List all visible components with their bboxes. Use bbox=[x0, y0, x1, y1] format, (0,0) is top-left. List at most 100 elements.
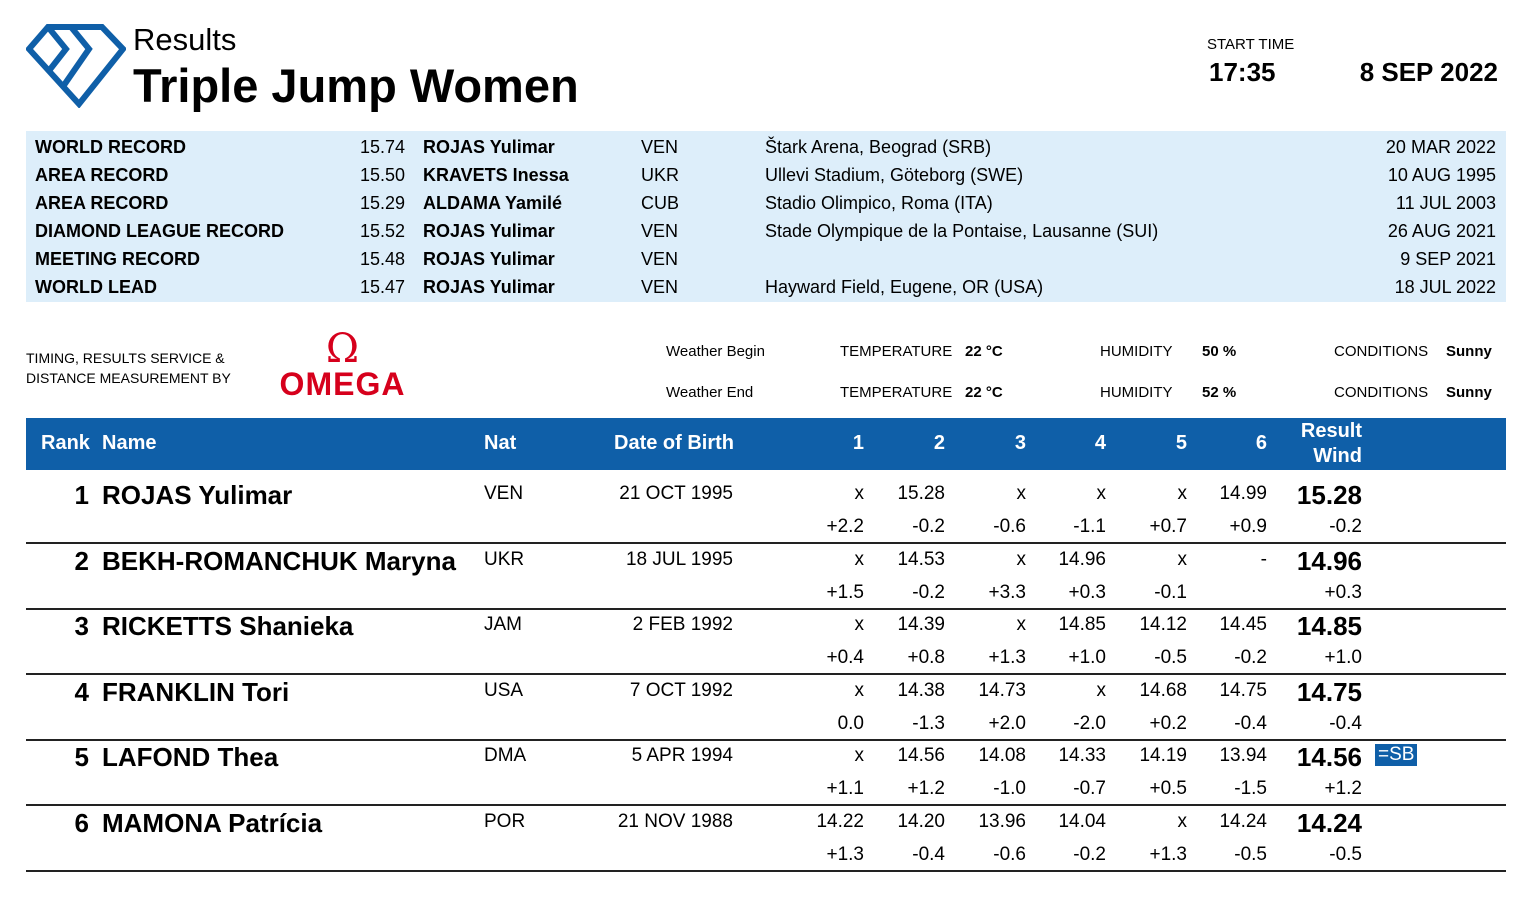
record-venue: Stade Olympique de la Pontaise, Lausanne… bbox=[765, 221, 1159, 241]
record-venue: Hayward Field, Eugene, OR (USA) bbox=[765, 277, 1044, 297]
attempt-mark: 15.28 bbox=[897, 483, 945, 504]
attempt-wind: +0.8 bbox=[907, 647, 945, 669]
weather-cond-label: CONDITIONS bbox=[1334, 384, 1429, 401]
rank: 6 bbox=[74, 808, 89, 838]
attempt-mark: x bbox=[854, 548, 865, 570]
weather-hum-label: HUMIDITY bbox=[1100, 343, 1173, 360]
record-mark: 15.29 bbox=[359, 193, 405, 213]
record-athlete: ROJAS Yulimar bbox=[423, 249, 555, 269]
result-row: 5 LAFOND Thea DMA 5 APR 1994 x 14.56 14.08 14.3… bbox=[26, 740, 1506, 807]
attempt-mark: 14.45 bbox=[1219, 614, 1267, 636]
results-header: Rank Name Nat Date of Birth 1 2 3 4 5 6 … bbox=[26, 418, 1506, 470]
weather-hum: 52 % bbox=[1202, 384, 1237, 401]
record-nat: VEN bbox=[641, 137, 679, 157]
attempt-wind: +1.3 bbox=[826, 844, 864, 865]
weather-hum-label: HUMIDITY bbox=[1100, 384, 1173, 401]
start-time: 17:35 bbox=[1209, 57, 1276, 87]
record-type: WORLD RECORD bbox=[35, 137, 186, 157]
record-athlete: KRAVETS Inessa bbox=[423, 165, 569, 185]
record-row: WORLD LEAD 15.47 ROJAS Yulimar VEN Hayward F… bbox=[26, 273, 1506, 301]
record-type: WORLD LEAD bbox=[35, 277, 157, 297]
attempt-wind: +1.3 bbox=[1149, 844, 1187, 865]
col-attempt-4: 4 bbox=[1094, 432, 1106, 454]
attempt-mark: x bbox=[854, 483, 865, 504]
attempt-wind: -0.6 bbox=[993, 516, 1026, 537]
attempt-wind: +3.3 bbox=[988, 581, 1026, 603]
attempt-mark: 14.08 bbox=[978, 745, 1026, 767]
attempt-wind: +1.5 bbox=[826, 581, 864, 603]
timing-line1: TIMING, RESULTS SERVICE & bbox=[26, 350, 225, 366]
record-date: 26 AUG 2021 bbox=[1387, 221, 1496, 241]
attempt-wind: -0.4 bbox=[1234, 712, 1267, 734]
result-row: 3 RICKETTS Shanieka JAM 2 FEB 1992 x 14.39 x 14… bbox=[26, 609, 1506, 676]
result-wind: -0.2 bbox=[1329, 516, 1362, 537]
col-nat: Nat bbox=[484, 432, 517, 454]
attempt-wind: -0.2 bbox=[912, 581, 945, 603]
col-attempt-3: 3 bbox=[1014, 432, 1026, 454]
attempt-mark: 14.33 bbox=[1058, 745, 1106, 767]
attempt-mark: x bbox=[1177, 548, 1188, 570]
attempt-mark: - bbox=[1260, 548, 1267, 570]
record-nat: VEN bbox=[641, 277, 679, 297]
attempt-wind: -0.2 bbox=[1073, 844, 1106, 865]
attempt-wind: +1.0 bbox=[1068, 647, 1106, 669]
event-date: 8 SEP 2022 bbox=[1359, 57, 1498, 87]
result-wind: +1.2 bbox=[1324, 778, 1362, 800]
record-venue: Štark Arena, Beograd (SRB) bbox=[765, 137, 992, 157]
attempt-wind: +0.9 bbox=[1229, 516, 1267, 537]
season-best-badge: =SB bbox=[1375, 744, 1418, 767]
attempt-mark: x bbox=[854, 745, 865, 767]
col-wind: Wind bbox=[1313, 445, 1362, 467]
attempt-wind: -0.7 bbox=[1073, 778, 1106, 800]
weather-cond: Sunny bbox=[1446, 343, 1492, 360]
attempt-mark: 14.75 bbox=[1219, 679, 1267, 701]
result-mark: 14.56 bbox=[1296, 742, 1362, 773]
attempt-wind: -0.1 bbox=[1154, 581, 1187, 603]
weather-temp: 22 °C bbox=[965, 343, 1003, 360]
attempt-wind: -1.0 bbox=[993, 778, 1026, 800]
dob: 5 APR 1994 bbox=[631, 745, 733, 767]
weather-cond-label: CONDITIONS bbox=[1334, 343, 1429, 360]
attempt-mark: 14.20 bbox=[897, 811, 945, 832]
rank: 3 bbox=[74, 611, 89, 642]
weather-hum: 50 % bbox=[1202, 343, 1237, 360]
record-date: 9 SEP 2021 bbox=[1400, 249, 1496, 269]
attempt-mark: x bbox=[854, 614, 865, 636]
result-mark: 15.28 bbox=[1296, 480, 1362, 510]
attempt-wind: -2.0 bbox=[1073, 712, 1106, 734]
attempt-mark: 14.12 bbox=[1139, 614, 1187, 636]
attempt-mark: x bbox=[1016, 483, 1027, 504]
dob: 18 JUL 1995 bbox=[625, 548, 733, 570]
attempt-mark: 14.56 bbox=[897, 745, 945, 767]
result-wind: +1.0 bbox=[1324, 647, 1362, 669]
result-mark: 14.24 bbox=[1296, 808, 1362, 838]
record-athlete: ROJAS Yulimar bbox=[423, 137, 555, 157]
rank: 4 bbox=[74, 676, 89, 707]
record-nat: CUB bbox=[641, 193, 680, 213]
weather-label: Weather Begin bbox=[666, 343, 765, 360]
athlete-name: FRANKLIN Tori bbox=[102, 676, 290, 707]
record-type: MEETING RECORD bbox=[35, 249, 201, 269]
result-wind: -0.4 bbox=[1329, 712, 1362, 734]
nat: POR bbox=[484, 811, 526, 832]
attempt-wind: +1.1 bbox=[826, 778, 864, 800]
weather-temp-label: TEMPERATURE bbox=[840, 343, 953, 360]
attempt-mark: x bbox=[1016, 614, 1027, 636]
record-row: AREA RECORD 15.50 KRAVETS Inessa UKR Ullevi … bbox=[26, 161, 1506, 189]
col-dob: Date of Birth bbox=[614, 432, 734, 454]
result-row: 2 BEKH-ROMANCHUK Maryna UKR 18 JUL 1995 x 14.… bbox=[26, 544, 1506, 610]
weather-label: Weather End bbox=[666, 384, 754, 401]
rank: 1 bbox=[74, 480, 89, 510]
diamond-league-logo-icon bbox=[26, 24, 126, 108]
attempt-mark: 14.68 bbox=[1139, 679, 1187, 701]
record-athlete: ROJAS Yulimar bbox=[423, 221, 555, 241]
record-row: WORLD RECORD 15.74 ROJAS Yulimar VEN Štark A… bbox=[26, 133, 1506, 161]
nat: DMA bbox=[484, 745, 527, 767]
dob: 21 NOV 1988 bbox=[617, 811, 733, 832]
athlete-name: BEKH-ROMANCHUK Maryna bbox=[102, 545, 456, 576]
record-date: 18 JUL 2022 bbox=[1394, 277, 1496, 297]
record-venue: Stadio Olimpico, Roma (ITA) bbox=[765, 193, 993, 213]
attempt-wind: +0.3 bbox=[1068, 581, 1106, 603]
attempt-mark: 14.22 bbox=[816, 811, 864, 832]
result-wind: +0.3 bbox=[1324, 581, 1362, 603]
